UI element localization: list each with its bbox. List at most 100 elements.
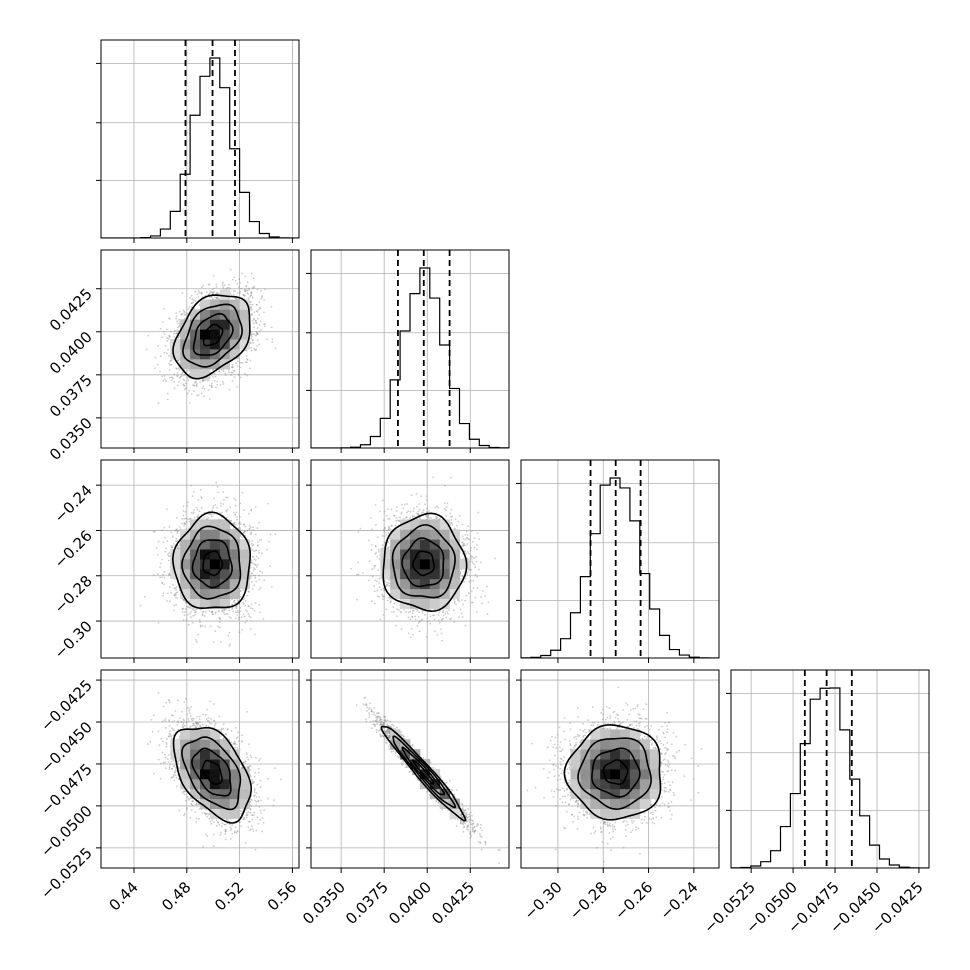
- scatter-point: [417, 514, 419, 516]
- scatter-point: [418, 611, 420, 613]
- panel-2-0: [96, 459, 300, 663]
- scatter-point: [185, 721, 188, 724]
- scatter-point: [183, 384, 185, 387]
- scatter-point: [252, 782, 254, 785]
- scatter-point: [381, 547, 384, 550]
- density-cell: [219, 739, 231, 750]
- scatter-point: [487, 601, 490, 604]
- scatter-point: [219, 618, 222, 621]
- scatter-point: [258, 301, 261, 303]
- scatter-point: [176, 528, 178, 531]
- scatter-point: [186, 376, 189, 379]
- scatter-point: [406, 503, 409, 505]
- density-cell: [190, 519, 201, 530]
- scatter-point: [217, 625, 220, 628]
- density-cell: [190, 349, 201, 360]
- scatter-point: [192, 722, 195, 725]
- density-cell: [200, 568, 211, 580]
- scatter-point: [175, 315, 178, 317]
- scatter-point: [170, 714, 173, 717]
- scatter-point: [246, 711, 248, 713]
- scatter-point: [175, 592, 178, 594]
- scatter-point: [237, 286, 240, 288]
- scatter-point: [197, 499, 200, 501]
- scatter-point: [198, 715, 201, 718]
- scatter-point: [444, 484, 446, 487]
- scatter-point: [236, 747, 239, 749]
- scatter-point: [217, 610, 220, 612]
- scatter-point: [225, 818, 228, 821]
- scatter-point: [190, 809, 193, 811]
- scatter-point: [182, 722, 185, 724]
- scatter-point: [261, 295, 263, 297]
- scatter-point: [222, 285, 225, 287]
- scatter-point: [243, 372, 246, 375]
- scatter-point: [480, 561, 482, 564]
- scatter-point: [211, 297, 214, 300]
- scatter-point: [239, 521, 241, 524]
- density-cell: [229, 329, 240, 340]
- scatter-point: [209, 820, 212, 823]
- scatter-point: [474, 574, 477, 576]
- scatter-point: [173, 387, 176, 390]
- density-cell: [190, 788, 201, 800]
- scatter-point: [432, 614, 434, 617]
- density-cell: [180, 339, 191, 350]
- scatter-point: [168, 754, 170, 756]
- scatter-point: [437, 619, 440, 622]
- scatter-point: [205, 724, 208, 727]
- scatter-point: [208, 283, 211, 286]
- scatter-point: [163, 333, 166, 336]
- scatter-point: [438, 621, 441, 624]
- scatter-point: [174, 529, 176, 532]
- scatter-point: [412, 510, 415, 512]
- scatter-point: [229, 826, 232, 829]
- scatter-point: [373, 602, 376, 605]
- scatter-point: [367, 579, 370, 582]
- scatter-point: [246, 814, 249, 816]
- scatter-point: [188, 370, 191, 372]
- scatter-point: [409, 516, 411, 519]
- scatter-point: [164, 727, 167, 729]
- scatter-point: [163, 583, 166, 586]
- scatter-point: [398, 520, 400, 522]
- scatter-point: [175, 367, 178, 370]
- scatter-point: [463, 542, 465, 545]
- scatter-point: [172, 584, 174, 586]
- scatter-point: [225, 510, 228, 513]
- scatter-point: [248, 528, 251, 531]
- scatter-point: [239, 361, 242, 364]
- scatter-point: [229, 823, 232, 825]
- scatter-point: [199, 488, 202, 491]
- scatter-point: [259, 587, 262, 589]
- scatter-point: [251, 572, 254, 575]
- scatter-point: [219, 617, 221, 620]
- scatter-point: [377, 536, 379, 539]
- scatter-point: [441, 639, 443, 642]
- scatter-point: [422, 511, 424, 513]
- scatter-point: [233, 523, 236, 526]
- scatter-point: [202, 379, 205, 382]
- scatter-point: [435, 515, 437, 518]
- scatter-point: [409, 510, 412, 513]
- scatter-point: [166, 508, 168, 511]
- scatter-point: [255, 331, 258, 334]
- scatter-point: [388, 527, 391, 530]
- scatter-point: [405, 611, 407, 613]
- scatter-point: [183, 379, 186, 382]
- scatter-point: [257, 822, 260, 825]
- scatter-point: [425, 495, 428, 498]
- density-cell: [190, 588, 201, 599]
- scatter-point: [466, 551, 469, 553]
- scatter-point: [225, 733, 228, 736]
- scatter-point: [213, 720, 216, 722]
- scatter-point: [460, 814, 463, 816]
- density-cell: [200, 559, 211, 570]
- scatter-point: [149, 740, 152, 743]
- scatter-point: [230, 741, 233, 744]
- scatter-point: [249, 295, 252, 298]
- scatter-point: [180, 721, 183, 723]
- scatter-point: [181, 608, 184, 610]
- scatter-point: [201, 613, 204, 616]
- scatter-point: [181, 312, 184, 315]
